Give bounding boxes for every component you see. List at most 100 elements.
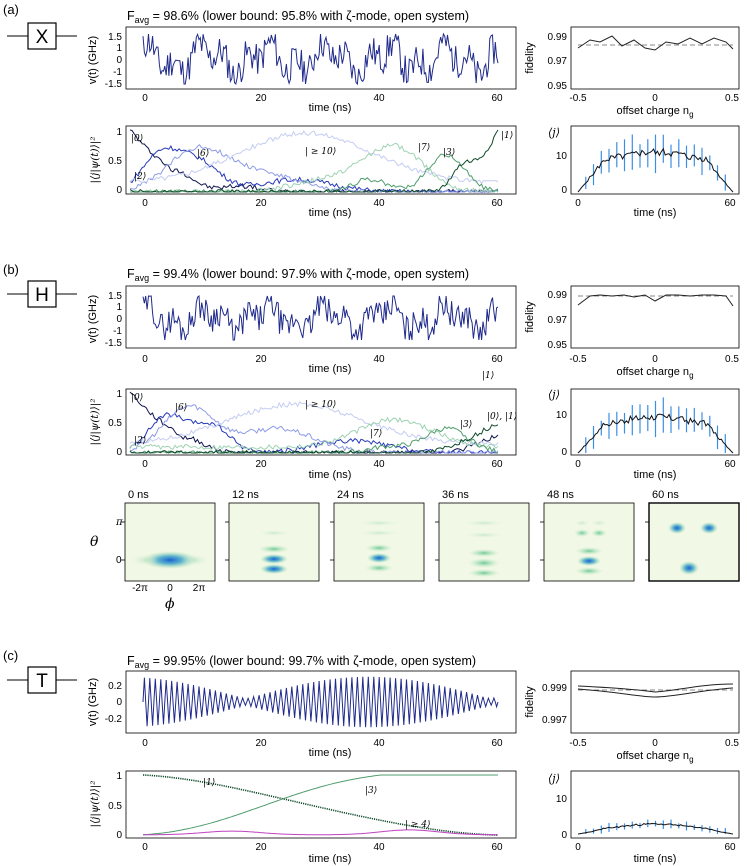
pop-tick-a-half: 0.5 xyxy=(108,156,122,167)
ng-tick-c-0: -0.5 xyxy=(569,738,587,749)
density-blob xyxy=(142,551,198,569)
j-time-tick-b-60: 60 xyxy=(724,459,736,470)
fidelity-trace-c-lower xyxy=(577,687,734,698)
freq-tick-b-m1: -1 xyxy=(113,326,122,337)
freq-tick-b-1: 1 xyxy=(116,302,122,313)
pop-tick-a-1: 1 xyxy=(116,127,122,138)
ng-tick-a-0: -0.5 xyxy=(569,93,587,104)
snapshot-1: 12 ns xyxy=(225,489,320,582)
fidelity-title-b: Favg = 99.4% (lower bound: 97.9% with ζ-… xyxy=(127,267,469,283)
j-time-axis-label-b: time (ns) xyxy=(634,469,677,481)
fid-tick-b-2: 0.95 xyxy=(548,340,568,351)
time-tick-a1-40: 40 xyxy=(373,93,385,104)
j-tick-a-0: 0 xyxy=(561,185,567,196)
state-label-c-1: |1⟩ xyxy=(203,778,215,788)
pop-tick-a-0: 0 xyxy=(116,185,122,196)
pop-axis-label-a: |⟨j|ψ(t)⟩|² xyxy=(89,137,102,184)
state-label-a-ge10: | ≥ 10⟩ xyxy=(305,147,336,157)
time-axis-label-a2: time (ns) xyxy=(309,207,352,219)
population-curve xyxy=(129,143,499,193)
state-label-b-0: |0⟩ xyxy=(131,393,143,403)
density-blob xyxy=(468,569,500,577)
density-blob xyxy=(131,554,159,566)
pop-tick-b-0: 0 xyxy=(116,447,122,458)
state-label-c-ge4: | ≥ 4⟩ xyxy=(405,820,431,830)
fid-tick-a-0: 0.99 xyxy=(548,32,568,43)
state-label-b-01: |0⟩, |1⟩ xyxy=(487,412,517,422)
fid-axis-label-b: fidelity xyxy=(524,301,536,333)
state-label-c-3: |3⟩ xyxy=(365,786,377,796)
time-tick-a1-0: 0 xyxy=(142,93,148,104)
time-tick-c1-20: 20 xyxy=(255,738,267,749)
snapshot-y-label: θ xyxy=(90,534,99,550)
fidelity-plot-c: fidelity 0.999 0.997 -0.5 0 0.5 offset c… xyxy=(524,670,740,764)
j-tick-b-10: 10 xyxy=(556,410,568,421)
j-time-tick-a-60: 60 xyxy=(724,198,736,209)
time-tick-c1-40: 40 xyxy=(373,738,385,749)
population-curve xyxy=(142,774,498,836)
ng-axis-label-b: offset charge ng xyxy=(616,366,693,380)
density-blob xyxy=(260,554,288,564)
snapshot-x-tick-0: 0 xyxy=(167,583,173,594)
j-axis-label-a: ⟨j⟩ xyxy=(548,126,560,139)
freq-axis-label-b: v(t) (GHz) xyxy=(87,295,99,343)
fidelity-title-a: Favg = 98.6% (lower bound: 95.8% with ζ-… xyxy=(127,9,469,25)
density-blob xyxy=(260,564,288,574)
meanj-curve xyxy=(577,822,734,835)
panel-b-label: (b) xyxy=(3,262,19,277)
j-tick-a-10: 10 xyxy=(556,151,568,162)
fid-tick-b-0: 0.99 xyxy=(548,290,568,301)
density-blob xyxy=(464,532,504,538)
pop-axis-label-b: |⟨j|ψ(t)⟩|² xyxy=(89,399,102,446)
ng-tick-b-1: 0 xyxy=(652,354,658,365)
snapshot-5: 60 ns xyxy=(645,489,740,582)
meanj-curve xyxy=(577,413,734,454)
fid-tick-b-1: 0.97 xyxy=(548,315,568,326)
density-blob xyxy=(700,522,718,534)
ng-tick-c-1: 0 xyxy=(652,738,658,749)
snapshot-time-label: 36 ns xyxy=(442,489,469,501)
time-tick-c2-0: 0 xyxy=(142,842,148,853)
density-blob xyxy=(468,549,500,557)
freq-tick-c-bot: -0.2 xyxy=(105,714,123,725)
freq-tick-c-zero: 0 xyxy=(116,697,122,708)
density-blob xyxy=(591,529,607,537)
gate-symbol-x: X xyxy=(7,22,77,50)
time-axis-label-a1: time (ns) xyxy=(309,102,352,114)
j-tick-c-10: 10 xyxy=(556,794,568,805)
freq-tick-b-bot: -1.5 xyxy=(105,338,123,349)
panel-c-label: (c) xyxy=(3,648,18,663)
time-tick-b2-20: 20 xyxy=(255,459,267,470)
pulse-trace-b xyxy=(142,294,499,341)
fid-axis-label-a: fidelity xyxy=(524,42,536,74)
fidelity-title-c: Favg = 99.95% (lower bound: 99.7% with ζ… xyxy=(127,654,476,670)
density-blob xyxy=(577,556,601,566)
density-blob xyxy=(258,530,290,536)
state-label-b-2: |2⟩ xyxy=(134,436,146,446)
snapshot-2: 24 ns xyxy=(330,489,425,582)
time-tick-a2-40: 40 xyxy=(373,198,385,209)
density-blob xyxy=(574,520,590,526)
fidelity-plot-b: fidelity 0.99 0.97 0.95 -0.5 0 0.5 offse… xyxy=(524,285,740,380)
fid-tick-a-2: 0.95 xyxy=(548,81,568,92)
population-curve xyxy=(142,774,498,836)
state-label-b-6: |6⟩ xyxy=(175,403,187,413)
panel-a-label: (a) xyxy=(3,2,19,17)
pulse-plot-b: v(t) (GHz) 1.5 1 0 -1 -1.5 0 20 40 60 ti… xyxy=(87,285,517,381)
freq-tick-c-top: 0.2 xyxy=(108,681,122,692)
panel-b: (b) H Favg = 99.4% (lower bound: 97.9% w… xyxy=(3,262,740,612)
population-curve xyxy=(129,129,499,193)
population-plot-b: |⟨j|ψ(t)⟩|² 1 0.5 0 |0⟩ |6⟩ |2⟩ | ≥ 10⟩ … xyxy=(89,388,517,481)
fidelity-plot-a: fidelity 0.99 0.97 0.95 -0.5 0 0.5 offse… xyxy=(524,26,740,119)
pop-tick-c-0: 0 xyxy=(116,830,122,841)
snapshot-x-tick-m2pi: -2π xyxy=(132,583,148,594)
fid-tick-a-1: 0.97 xyxy=(548,56,568,67)
j-axis-label-b: ⟨j⟩ xyxy=(548,388,560,401)
pulse-trace-c xyxy=(142,676,499,728)
freq-axis-label-a: v(t) (GHz) xyxy=(87,36,99,84)
freq-tick-a-bot: -1.5 xyxy=(105,79,123,90)
density-blob xyxy=(258,545,290,553)
gate-label-x: X xyxy=(36,27,49,48)
fid-tick-c-1: 0.997 xyxy=(542,715,567,726)
